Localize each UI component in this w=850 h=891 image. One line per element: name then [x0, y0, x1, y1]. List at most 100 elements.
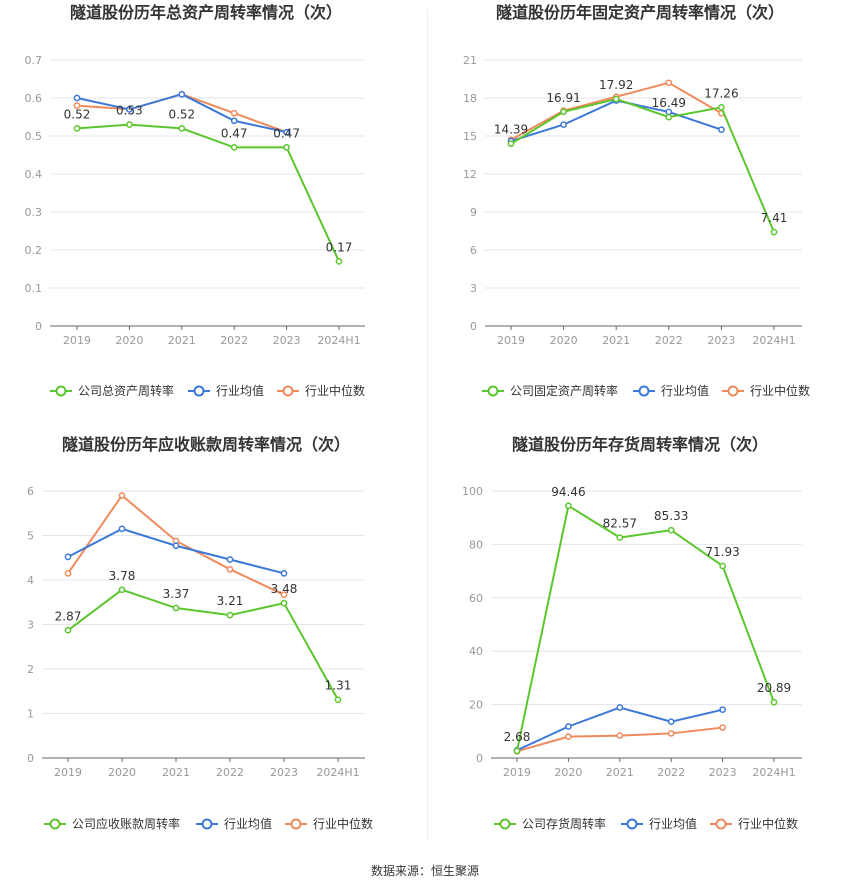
x-tick-label: 2024H1 [752, 334, 795, 347]
chart-title: 隧道股份历年固定资产周转率情况（次） [496, 3, 784, 22]
data-point-company [178, 125, 186, 132]
data-label: 71.93 [705, 545, 739, 559]
series-line-company [510, 97, 775, 233]
data-label: 3.78 [109, 569, 136, 583]
data-point-industry_avg [64, 553, 72, 561]
data-label: 0.52 [168, 107, 195, 121]
data-point-company [230, 144, 238, 151]
data-point-industry_avg [565, 723, 572, 730]
data-point-industry_median [565, 733, 572, 740]
x-tick-label: 2019 [54, 766, 82, 779]
data-point-company [335, 258, 343, 265]
y-tick-label: 0.2 [25, 244, 43, 257]
legend-label: 行业中位数 [750, 383, 810, 398]
chart-title: 隧道股份历年总资产周转率情况（次） [70, 3, 342, 22]
x-tick-label: 2022 [220, 334, 248, 347]
legend-swatch-marker [626, 818, 638, 830]
x-tick-label: 2023 [270, 766, 298, 779]
legend-label: 行业中位数 [305, 383, 365, 398]
data-label: 82.57 [603, 517, 637, 531]
data-label: 16.49 [652, 96, 686, 110]
y-tick-label: 2 [27, 663, 34, 676]
y-tick-label: 3 [470, 282, 477, 295]
data-point-company [118, 586, 126, 594]
legend-label: 公司固定资产周转率 [510, 383, 618, 398]
y-tick-label: 15 [463, 130, 477, 143]
legend-swatch-marker [499, 818, 511, 830]
x-tick-label: 2020 [108, 766, 136, 779]
data-label: 7.41 [761, 211, 788, 225]
data-point-industry_avg [560, 121, 567, 128]
data-label: 17.26 [704, 86, 738, 100]
series-line-industry_avg [516, 706, 723, 752]
data-point-industry_median [73, 102, 81, 109]
x-tick-label: 2023 [709, 766, 737, 779]
data-label: 0.47 [221, 126, 248, 140]
y-tick-label: 0.3 [25, 206, 43, 219]
legend-swatch-marker [55, 385, 67, 397]
chart-panel-4: 隧道股份历年存货周转率情况（次） 0 20 40 60 80 100 2019 2020 2021… [462, 435, 802, 831]
data-point-industry_avg [719, 706, 726, 714]
legend-label: 行业中位数 [313, 816, 373, 831]
x-tick-label: 2024H1 [316, 766, 359, 779]
series-line-company [516, 504, 775, 752]
legend-swatch-marker [638, 385, 650, 397]
data-point-company [612, 95, 620, 103]
data-label: 0.52 [64, 107, 91, 121]
x-tick-label: 2022 [216, 766, 244, 779]
data-point-company [283, 144, 290, 151]
legend-label: 行业中位数 [738, 816, 798, 831]
y-tick-label: 0 [27, 752, 34, 765]
x-tick-label: 2024H1 [752, 766, 795, 779]
data-point-company [665, 113, 673, 121]
chart-title: 隧道股份历年存货周转率情况（次） [512, 435, 768, 454]
y-tick-label: 40 [469, 645, 483, 658]
data-point-industry_avg [73, 94, 81, 102]
data-point-industry_avg [283, 128, 290, 136]
data-point-industry_avg [667, 718, 675, 726]
y-tick-label: 4 [27, 574, 34, 587]
legend-swatch-marker [282, 385, 294, 397]
data-point-company [667, 526, 675, 534]
data-label: 2.87 [55, 609, 82, 623]
x-tick-label: 2021 [168, 334, 196, 347]
data-point-industry_avg [718, 126, 725, 134]
data-point-industry_avg [118, 525, 126, 533]
data-label: 20.89 [757, 681, 791, 695]
data-point-company [616, 534, 624, 541]
chart-panel-3: 隧道股份历年应收账款周转率情况（次） 0 1 2 3 4 5 6 2019 2020 2021 202… [27, 435, 373, 831]
legend-swatch-marker [715, 818, 727, 830]
data-point-company [770, 228, 778, 236]
y-tick-label: 6 [470, 244, 477, 257]
legend-swatch-marker [49, 818, 61, 830]
data-point-industry_avg [172, 542, 180, 550]
x-tick-label: 2021 [162, 766, 190, 779]
x-tick-label: 2019 [63, 334, 91, 347]
x-tick-label: 2020 [115, 334, 143, 347]
x-tick-label: 2020 [554, 766, 582, 779]
data-label: 85.33 [654, 509, 688, 523]
source-note: 数据来源：恒生聚源 [370, 864, 479, 878]
data-label: 16.91 [546, 91, 580, 105]
y-tick-label: 80 [469, 538, 483, 551]
data-point-company [226, 611, 234, 619]
y-tick-label: 1 [27, 708, 34, 721]
y-tick-label: 18 [463, 92, 477, 105]
y-tick-label: 0 [470, 320, 477, 333]
data-label: 3.21 [217, 594, 244, 608]
data-point-company [560, 108, 567, 116]
data-point-industry_avg [616, 704, 624, 711]
data-label: 14.39 [494, 123, 528, 137]
series-line-company [67, 588, 339, 701]
chart-title: 隧道股份历年应收账款周转率情况（次） [62, 435, 350, 454]
legend-swatch-marker [193, 385, 205, 397]
data-point-industry_avg [226, 556, 234, 563]
x-tick-label: 2022 [657, 766, 685, 779]
legend-label: 行业均值 [649, 816, 697, 831]
data-label: 0.53 [116, 104, 143, 118]
data-label: 2.68 [504, 730, 531, 744]
data-point-industry_avg [126, 106, 133, 113]
legend-label: 公司存货周转率 [522, 816, 606, 831]
data-point-industry_avg [230, 117, 238, 125]
data-point-company [719, 562, 726, 570]
